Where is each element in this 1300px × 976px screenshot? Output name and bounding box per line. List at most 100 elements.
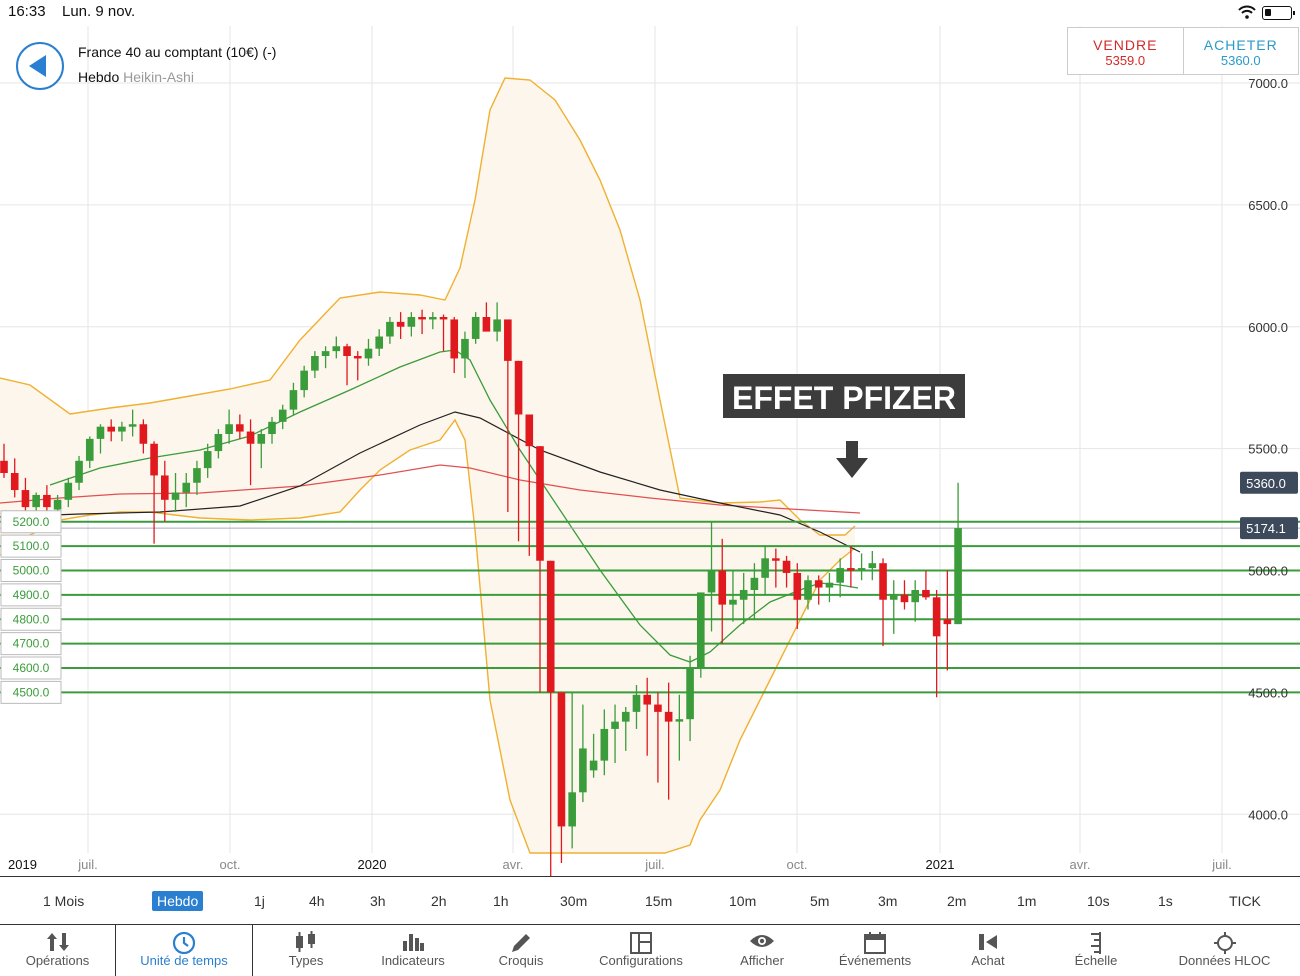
- candle-up: [96, 426, 105, 439]
- y-axis-label: 5500.0: [1248, 442, 1288, 457]
- candle-down: [418, 317, 426, 320]
- events-button[interactable]: Événements: [817, 925, 933, 976]
- candle-up: [857, 568, 866, 571]
- candle-up: [64, 482, 73, 500]
- types-button[interactable]: Types: [253, 925, 359, 976]
- candle-up: [257, 434, 266, 444]
- y-axis-label: 6500.0: [1248, 198, 1288, 213]
- tf-tick[interactable]: TICK: [1229, 893, 1261, 909]
- tf-15m[interactable]: 15m: [645, 893, 673, 909]
- candle-down: [557, 692, 566, 827]
- level-label-box: [0, 607, 62, 631]
- tf-5m[interactable]: 5m: [810, 893, 830, 909]
- sell-label: VENDRE: [1093, 37, 1158, 53]
- tf-10m[interactable]: 10m: [729, 893, 757, 909]
- tf-2m[interactable]: 2m: [947, 893, 967, 909]
- y-axis-label: 7000.0: [1248, 76, 1288, 91]
- period-label: Hebdo: [78, 69, 120, 85]
- bid-icon: [933, 925, 1043, 953]
- candle-up: [53, 499, 62, 510]
- candle-down: [246, 431, 255, 444]
- candle-up: [707, 570, 716, 593]
- candle-down: [21, 490, 30, 508]
- tf-1s[interactable]: 1s: [1158, 893, 1173, 909]
- buy-tool-button[interactable]: Achat: [933, 925, 1043, 976]
- x-axis-label: 2019: [8, 857, 37, 872]
- show-button[interactable]: Afficher: [707, 925, 817, 976]
- tf-4h[interactable]: 4h: [309, 893, 325, 909]
- operations-button[interactable]: Opérations: [0, 925, 115, 976]
- candle-up: [836, 568, 844, 583]
- level-label-box: [0, 559, 62, 582]
- candle-up: [386, 321, 394, 337]
- configurations-button[interactable]: Configurations: [575, 925, 707, 976]
- y-axis-label: 5000.0: [1248, 564, 1288, 579]
- candle-up: [600, 728, 609, 761]
- candle-down: [450, 319, 459, 359]
- candle-up: [118, 426, 126, 432]
- tf-10s[interactable]: 10s: [1087, 893, 1110, 909]
- candle-down: [932, 597, 941, 637]
- tf-3h[interactable]: 3h: [370, 893, 386, 909]
- back-button[interactable]: [16, 42, 64, 90]
- buy-button[interactable]: ACHETER 5360.0: [1182, 28, 1299, 74]
- candle-down: [879, 563, 887, 600]
- candle-up: [804, 580, 812, 600]
- candle-down: [847, 568, 855, 571]
- tf-3m[interactable]: 3m: [878, 893, 898, 909]
- candle-up: [889, 594, 898, 600]
- price-tag: 5360.0: [1246, 476, 1286, 491]
- level-label-box: [0, 656, 62, 680]
- time-unit-button[interactable]: Unité de temps: [116, 925, 252, 976]
- bollinger-upper-line: [0, 77, 856, 536]
- annotation-text: EFFET PFIZER: [732, 380, 956, 416]
- candle-up: [193, 468, 201, 483]
- candle-up: [203, 451, 212, 469]
- candle-up: [761, 558, 769, 578]
- drawing-button[interactable]: Croquis: [467, 925, 575, 976]
- battery-icon: [1262, 6, 1295, 20]
- candle-down: [139, 424, 148, 444]
- candle-down: [353, 356, 362, 359]
- tf-30m[interactable]: 30m: [560, 893, 588, 909]
- candle-up: [311, 356, 319, 371]
- layout-icon: [575, 925, 707, 954]
- candle-up: [375, 336, 383, 349]
- indicators-button[interactable]: Indicateurs: [359, 925, 467, 976]
- tf-1m[interactable]: 1m: [1017, 893, 1037, 909]
- price-chart[interactable]: 7000.0 6500.0 6000.0 5500.0 5000.0 4500.0 4000…: [0, 26, 1300, 876]
- candle-down: [654, 704, 662, 712]
- candle-down: [161, 475, 169, 500]
- moving-average-black: [0, 411, 861, 553]
- chart-period: Hebdo Heikin-Ashi: [78, 69, 194, 85]
- candle-up: [686, 668, 694, 720]
- candle-up: [461, 338, 469, 359]
- sell-button[interactable]: VENDRE 5359.0: [1068, 28, 1183, 74]
- x-axis-label: oct.: [787, 857, 808, 872]
- candle-up: [911, 590, 919, 603]
- candle-up: [579, 748, 587, 793]
- hloc-data-button[interactable]: Données HLOC: [1149, 925, 1300, 976]
- scale-button[interactable]: Échelle: [1043, 925, 1149, 976]
- tf-1j[interactable]: 1j: [254, 893, 265, 909]
- price-tag-box: [1240, 517, 1298, 540]
- candle-up: [729, 599, 737, 605]
- tf-hebdo[interactable]: Hebdo: [152, 891, 204, 911]
- candle-down: [107, 426, 115, 432]
- bar-chart-icon: [359, 925, 467, 953]
- tf-1-mois[interactable]: 1 Mois: [43, 893, 85, 909]
- status-time: 16:33: [8, 3, 46, 20]
- candle-down: [482, 317, 491, 332]
- level-label: 4600.0: [13, 661, 50, 675]
- buy-label: ACHETER: [1203, 37, 1278, 53]
- tf-1h[interactable]: 1h: [493, 893, 509, 909]
- x-axis-label: juil.: [1211, 857, 1232, 872]
- sell-price: 5359.0: [1105, 53, 1146, 68]
- candle-down: [150, 443, 158, 476]
- candle-down: [536, 446, 544, 561]
- instrument-name: France 40 au comptant (10€) (-): [78, 44, 277, 60]
- candle-up: [493, 319, 501, 332]
- tf-2h[interactable]: 2h: [431, 893, 447, 909]
- candle-up: [278, 409, 287, 422]
- crosshair-icon: [1149, 925, 1300, 954]
